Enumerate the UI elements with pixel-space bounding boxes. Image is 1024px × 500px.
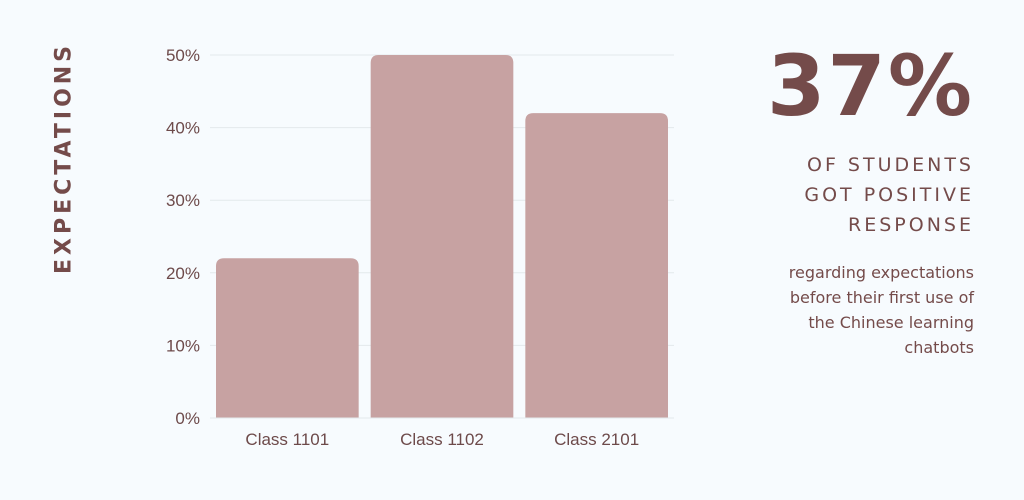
y-tick-label: 40% <box>166 119 200 138</box>
stat-headline: OF STUDENTS GOT POSITIVE RESPONSE <box>804 154 974 236</box>
stat-detail: regarding expectations before their firs… <box>788 263 974 357</box>
y-tick-label: 50% <box>166 46 200 65</box>
y-tick-label: 0% <box>175 409 200 428</box>
stat-value: 37% <box>766 37 974 135</box>
y-tick-label: 20% <box>166 264 200 283</box>
x-tick-label: Class 1101 <box>245 430 329 449</box>
bar <box>216 258 359 418</box>
bar <box>525 113 668 418</box>
y-tick-label: 10% <box>166 336 200 355</box>
bar <box>370 55 514 418</box>
x-tick-label: Class 1102 <box>400 430 484 449</box>
x-tick-label: Class 2101 <box>554 430 639 449</box>
y-tick-label: 30% <box>166 191 200 210</box>
bar-chart: 0% 10% 20% 30% 40% 50% Class 1101 Class 1102 Cla… <box>166 46 674 449</box>
stat-panel: 37% OF STUDENTS GOT POSITIVE RESPONSE re… <box>674 38 974 360</box>
